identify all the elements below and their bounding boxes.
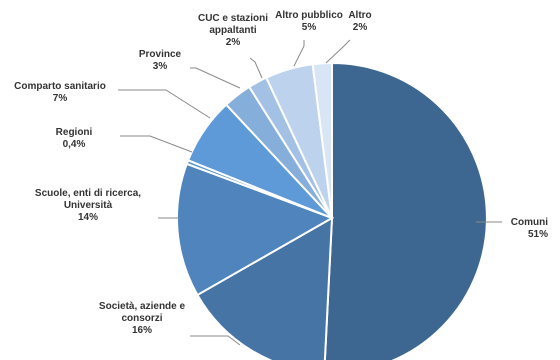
slice-label-2: Scuole, enti di ricerca, Università 14% [35,188,141,223]
pie-slice-2 [176,162,335,297]
slice-label-6: CUC e stazioni appaltanti 2% [198,13,268,48]
slice-name-label: consorzi [121,313,162,324]
slice-name-label: appaltanti [209,25,256,36]
pie-slice-1 [196,216,334,360]
slice-label-3: Regioni 0,4% [56,127,93,150]
slice-label-4: Comparto sanitario 7% [14,81,106,104]
slice-value-label: 7% [53,93,68,104]
slice-value-label: 16% [132,325,152,336]
leader-line-8 [325,39,351,64]
slice-name-label: Società, aziende e [99,301,186,312]
slice-name-label: Scuole, enti di ricerca, [35,188,141,199]
leader-line-6 [249,57,263,79]
slice-name-label: Province [139,49,182,60]
slice-label-0: Comuni 51% [511,217,548,240]
leader-line-3 [120,135,193,153]
slice-name-label: CUC e stazioni [198,13,268,24]
labels-layer: Comuni 51% Società, aziende e consorzi 16% Sc… [14,10,548,336]
slice-value-label: 2% [226,37,241,48]
slice-value-label: 51% [528,229,548,240]
slice-name-label: Comparto sanitario [14,81,106,92]
slice-name-label: Comuni [511,217,548,228]
pie-slice-8 [311,61,333,219]
slice-name-label: Altro [348,10,371,21]
slice-name-label: Regioni [56,127,93,138]
leader-line-1 [190,335,241,346]
slice-label-1: Società, aziende e consorzi 16% [99,301,186,336]
slice-value-label: 5% [302,22,317,33]
slice-name-label: Altro pubblico [275,10,343,21]
slice-label-5: Province 3% [139,49,182,72]
slice-label-8: Altro 2% [348,10,371,33]
leader-line-4 [118,89,211,119]
leader-line-5 [190,67,241,89]
leader-lines-layer [118,39,502,346]
slice-value-label: 0,4% [63,139,86,150]
slice-value-label: 14% [78,212,98,223]
slices-layer [176,61,488,360]
pie-slice-0 [323,61,488,360]
slice-name-label: Università [64,200,113,211]
leader-line-7 [293,40,305,67]
slice-label-7: Altro pubblico 5% [275,10,343,33]
slice-value-label: 3% [153,61,168,72]
slice-value-label: 2% [353,22,368,33]
